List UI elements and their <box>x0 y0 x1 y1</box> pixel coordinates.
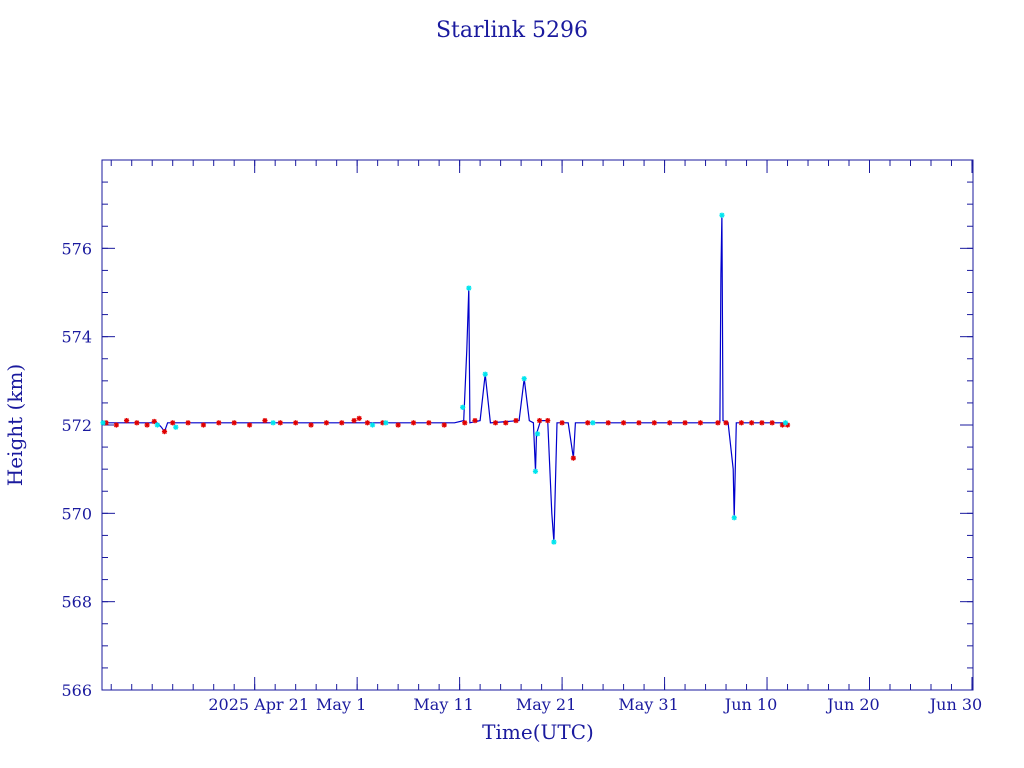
series-line-group <box>103 215 788 543</box>
data-point-marker <box>293 420 299 426</box>
data-point-marker <box>100 420 106 426</box>
axis-ticks: 566 568 570 572 574 576 2025 Apr 21 May 1 May 11… <box>61 159 982 714</box>
data-point-marker <box>682 420 688 426</box>
data-point-marker <box>460 404 466 410</box>
y-tick-label: 570 <box>61 504 92 523</box>
data-point-marker <box>551 539 557 545</box>
y-axis-label: Height (km) <box>3 364 27 486</box>
data-point-marker <box>731 515 737 521</box>
data-point-marker <box>472 417 478 424</box>
data-point-marker <box>231 420 237 426</box>
data-point-marker <box>200 422 207 428</box>
x-tick-label: May 31 <box>618 695 678 714</box>
data-point-marker <box>383 420 389 426</box>
data-point-marker <box>715 420 721 426</box>
data-point-marker <box>351 417 357 424</box>
data-point-marker <box>277 420 283 426</box>
x-tick-label: Jun 30 <box>928 695 982 714</box>
data-point-marker <box>738 420 745 426</box>
data-point-marker <box>769 420 775 426</box>
x-axis-label: Time(UTC) <box>482 720 594 744</box>
data-point-marker <box>151 418 157 425</box>
data-point-marker <box>590 420 596 426</box>
data-point-marker <box>570 455 576 461</box>
x-tick-label: 2025 Apr 21 <box>208 695 309 714</box>
data-point-marker <box>503 420 509 426</box>
data-point-marker <box>651 420 657 426</box>
data-point-marker <box>723 420 729 426</box>
data-point-marker <box>246 422 253 428</box>
data-point-marker <box>532 468 539 474</box>
data-point-marker <box>759 420 765 426</box>
data-point-marker <box>113 422 119 428</box>
data-point-marker <box>170 420 176 426</box>
data-point-marker <box>173 424 179 430</box>
data-point-marker <box>466 285 472 291</box>
x-tick-label: Jun 20 <box>825 695 879 714</box>
data-point-marker <box>620 420 627 426</box>
chart-title: Starlink 5296 <box>436 18 588 43</box>
data-point-marker <box>161 429 168 435</box>
data-point-marker <box>782 420 789 426</box>
data-point-marker <box>395 422 401 428</box>
y-tick-label: 566 <box>61 681 92 700</box>
data-point-marker <box>270 420 276 426</box>
data-point-marker <box>605 420 611 426</box>
data-point-marker <box>534 431 541 437</box>
data-point-marker <box>369 422 376 428</box>
data-point-marker <box>426 420 432 426</box>
data-point-marker <box>536 417 543 424</box>
y-tick-label: 576 <box>61 239 92 258</box>
data-point-marker <box>719 212 725 218</box>
y-tick-label: 572 <box>61 416 92 435</box>
data-point-marker <box>410 420 417 426</box>
data-point-marker <box>462 420 468 426</box>
data-point-marker <box>521 376 527 382</box>
data-point-marker <box>697 420 704 426</box>
data-point-marker <box>356 415 362 421</box>
y-tick-label: 574 <box>61 328 92 347</box>
data-point-marker <box>185 420 191 426</box>
x-tick-label: May 11 <box>413 695 473 714</box>
y-tick-label: 568 <box>61 593 92 612</box>
data-point-marker <box>585 420 591 426</box>
data-point-marker <box>364 420 370 426</box>
data-point-marker <box>144 422 150 428</box>
data-point-marker <box>559 420 565 426</box>
markers-group <box>100 212 791 545</box>
data-point-marker <box>339 420 345 426</box>
data-point-marker <box>492 420 499 426</box>
height-line <box>103 215 788 543</box>
data-point-marker <box>636 420 642 426</box>
x-tick-label: May 1 <box>316 695 366 714</box>
x-tick-label: May 21 <box>516 695 576 714</box>
data-point-marker <box>513 417 519 424</box>
data-point-marker <box>441 422 447 428</box>
data-point-marker <box>123 417 130 424</box>
data-point-marker <box>667 420 673 426</box>
data-point-marker <box>749 420 755 426</box>
data-point-marker <box>134 420 140 426</box>
data-point-marker <box>262 417 268 424</box>
data-point-marker <box>323 420 330 426</box>
data-point-marker <box>482 371 488 377</box>
x-tick-label: Jun 10 <box>723 695 777 714</box>
data-point-marker <box>545 417 551 424</box>
data-point-marker <box>308 422 314 428</box>
data-point-marker <box>216 420 222 426</box>
data-point-marker <box>154 422 160 428</box>
